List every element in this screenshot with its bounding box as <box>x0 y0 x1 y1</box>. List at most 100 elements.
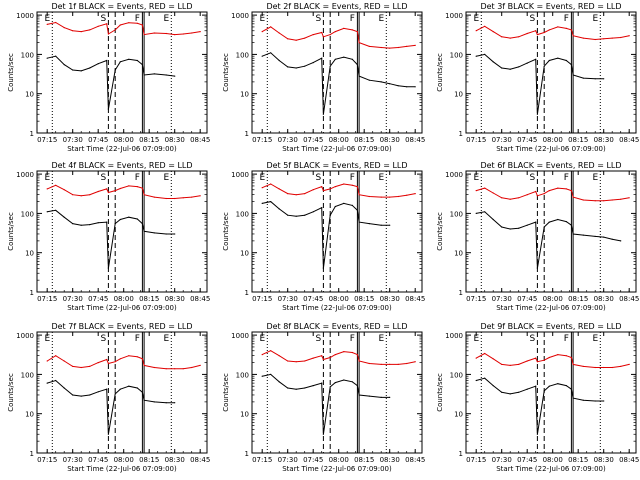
data-point-lld <box>278 32 280 34</box>
x-tick-label: 08:30 <box>165 295 185 303</box>
data-point-lld <box>536 34 539 36</box>
data-point-lld <box>628 363 630 365</box>
marker-label: S <box>530 14 536 24</box>
data-point-lld <box>106 358 108 361</box>
x-tick-label: 08:15 <box>354 136 374 144</box>
data-point-lld <box>46 188 48 190</box>
marker-label: F <box>350 14 355 24</box>
data-point-events <box>484 53 486 56</box>
y-tick-label: 1 <box>30 450 34 458</box>
marker-label: E <box>592 14 598 24</box>
data-point-lld <box>397 363 399 365</box>
x-tick-label: 07:45 <box>303 456 323 464</box>
data-point-lld <box>261 31 263 33</box>
marker-label: E <box>259 334 265 344</box>
x-tick-label: 08:45 <box>619 295 639 303</box>
marker-label: E <box>378 173 384 183</box>
data-point-lld <box>141 24 143 26</box>
panel-title: Det 1f BLACK = Events, RED = LLD <box>51 2 192 11</box>
data-point-events <box>72 69 74 71</box>
y-tick-label: 10 <box>240 250 249 258</box>
data-point-events <box>526 388 528 390</box>
data-point-lld <box>334 354 336 356</box>
data-point-events <box>261 55 263 57</box>
data-point-lld <box>46 23 48 25</box>
panel-title: Det 9f BLACK = Events, RED = LLD <box>480 322 621 331</box>
x-tick-label: 07:15 <box>37 456 57 464</box>
x-tick-label: 07:30 <box>63 295 83 303</box>
data-point-lld <box>380 46 382 49</box>
data-point-lld <box>270 350 272 352</box>
series-line-events <box>262 373 390 435</box>
data-point-lld <box>312 34 314 36</box>
data-point-events <box>107 433 109 435</box>
x-tick-label: 08:15 <box>354 456 374 464</box>
data-point-lld <box>63 360 65 362</box>
data-point-lld <box>174 368 176 370</box>
panel-title: Det 4f BLACK = Events, RED = LLD <box>51 161 192 170</box>
panel-det-8: Det 8f BLACK = Events, RED = LLD 1 10 100 10… <box>222 322 425 473</box>
y-tick-label: 10 <box>25 411 34 419</box>
data-point-lld <box>199 364 201 366</box>
data-point-events <box>165 74 167 76</box>
data-point-lld <box>114 190 116 192</box>
data-point-lld <box>165 368 167 370</box>
data-point-lld <box>55 184 57 186</box>
y-tick-label: 100 <box>450 371 463 379</box>
x-tick-label: 07:30 <box>278 136 298 144</box>
data-point-lld <box>322 358 324 361</box>
x-tick-label: 08:15 <box>568 295 588 303</box>
data-point-lld <box>165 197 167 200</box>
data-point-events <box>356 64 358 66</box>
data-point-events <box>594 400 596 402</box>
data-point-events <box>603 236 605 238</box>
plot-frame <box>465 170 637 293</box>
data-point-lld <box>322 36 324 38</box>
x-tick-label: 07:45 <box>88 295 108 303</box>
data-point-lld <box>141 187 143 189</box>
data-point-lld <box>475 357 477 359</box>
series-line-lld <box>476 187 630 202</box>
data-point-lld <box>414 193 416 195</box>
x-tick-label: 08:15 <box>139 295 159 303</box>
data-point-events <box>548 221 550 223</box>
data-point-lld <box>620 365 622 367</box>
data-point-events <box>128 216 130 218</box>
x-tick-label: 07:15 <box>252 456 272 464</box>
y-axis-label: Counts/sec <box>222 53 230 92</box>
marker-label: S <box>316 173 322 183</box>
panel-title: Det 5f BLACK = Events, RED = LLD <box>266 161 407 170</box>
data-point-events <box>543 65 545 67</box>
series-line-events <box>47 379 175 435</box>
data-point-events <box>153 401 155 403</box>
data-point-events <box>380 396 382 398</box>
x-tick-label: 08:45 <box>190 136 210 144</box>
data-point-lld <box>128 185 130 187</box>
panel-title: Det 2f BLACK = Events, RED = LLD <box>266 2 407 11</box>
data-point-lld <box>287 38 289 40</box>
x-tick-label: 08:00 <box>114 295 134 303</box>
data-point-events <box>312 62 314 64</box>
data-point-events <box>119 388 121 390</box>
marker-label: F <box>564 334 569 344</box>
data-point-lld <box>63 27 65 29</box>
data-point-events <box>304 65 306 67</box>
marker-label: S <box>101 173 107 183</box>
x-axis-label: Start Time (22-Jul-06 07:09:00) <box>282 145 392 153</box>
data-point-lld <box>414 361 416 363</box>
data-point-events <box>557 383 559 385</box>
panel-det-6: Det 6f BLACK = Events, RED = LLD 1 10 100 10… <box>436 161 639 312</box>
x-tick-label: 07:45 <box>517 456 537 464</box>
data-point-lld <box>628 197 630 199</box>
data-point-events <box>165 233 167 235</box>
data-point-events <box>565 221 567 223</box>
data-point-lld <box>535 190 537 193</box>
panel-det-2: Det 2f BLACK = Events, RED = LLD 1 10 100 10… <box>222 2 425 153</box>
data-point-lld <box>304 37 306 39</box>
data-point-lld <box>526 32 528 35</box>
data-point-events <box>572 74 574 76</box>
x-tick-label: 07:45 <box>303 136 323 144</box>
x-tick-label: 08:45 <box>619 456 639 464</box>
data-point-lld <box>343 27 345 29</box>
